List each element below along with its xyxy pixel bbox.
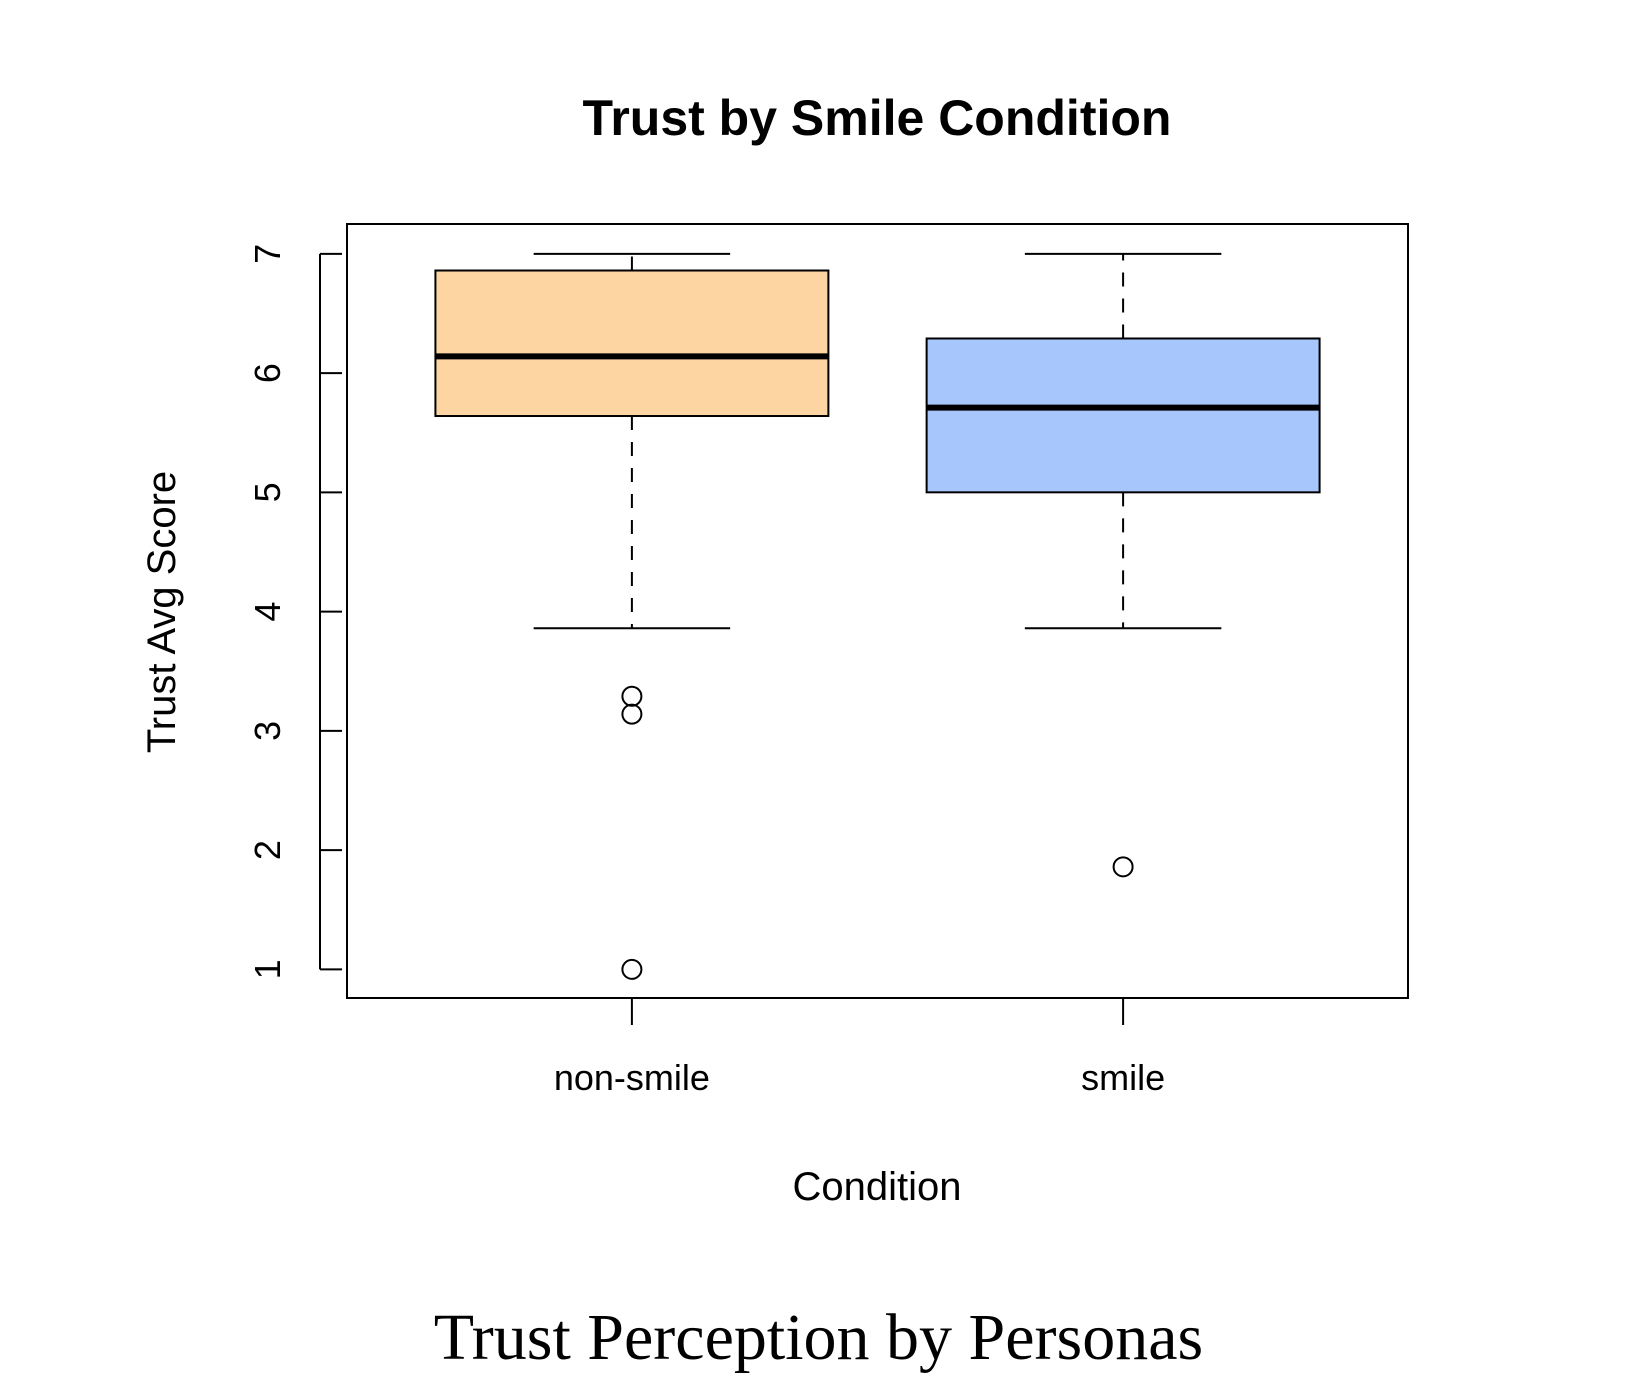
iqr-box bbox=[925, 337, 1321, 494]
y-tick-label: 2 bbox=[247, 840, 288, 860]
y-tick-label: 1 bbox=[247, 959, 288, 979]
outlier-point bbox=[621, 958, 643, 980]
boxplot-chart: Trust by Smile Condition 1 2 3 4 5 6 7 non-smi… bbox=[140, 90, 1409, 1209]
boxes bbox=[434, 252, 1321, 980]
outlier-point bbox=[1112, 856, 1134, 878]
plot-frame bbox=[346, 223, 1409, 999]
x-axis: non-smile smile bbox=[554, 998, 1165, 1098]
box-non-smile bbox=[434, 252, 830, 980]
iqr-box bbox=[434, 269, 830, 418]
y-tick-label: 3 bbox=[247, 721, 288, 741]
x-axis-label: Condition bbox=[792, 1165, 961, 1209]
figure-caption: Trust Perception by Personas bbox=[433, 1301, 1204, 1374]
y-tick-label: 5 bbox=[247, 482, 288, 502]
y-axis-label: Trust Avg Score bbox=[140, 471, 184, 753]
y-tick-label: 4 bbox=[247, 602, 288, 622]
chart-title: Trust by Smile Condition bbox=[583, 90, 1172, 146]
x-tick-label: non-smile bbox=[554, 1057, 710, 1098]
y-tick-label: 6 bbox=[247, 363, 288, 383]
x-tick-label: smile bbox=[1081, 1057, 1165, 1098]
outlier-point bbox=[621, 703, 643, 725]
y-tick-label: 7 bbox=[247, 244, 288, 264]
box-smile bbox=[925, 252, 1321, 878]
outlier-point bbox=[621, 685, 643, 707]
y-axis: 1 2 3 4 5 6 7 bbox=[247, 244, 342, 979]
